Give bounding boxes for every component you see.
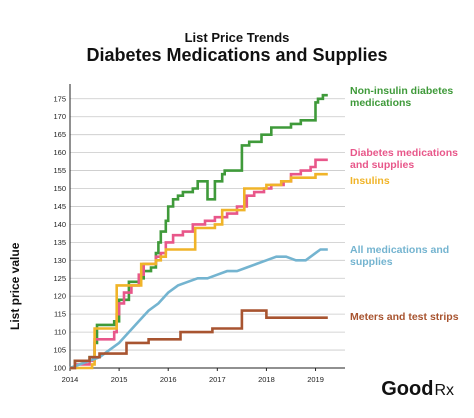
logo-text: Good [381, 378, 434, 400]
y-tick-label: 130 [53, 256, 66, 265]
series-line-4 [70, 309, 328, 370]
y-tick-label: 175 [53, 94, 66, 103]
series-line-3 [69, 248, 328, 370]
series-line-2 [70, 172, 328, 370]
chart-title: List Price Trends [184, 30, 290, 45]
x-tick-label: 2014 [62, 375, 79, 384]
x-tick-label: 2015 [111, 375, 128, 384]
y-tick-label: 170 [53, 112, 66, 121]
y-tick-label: 135 [53, 238, 66, 247]
y-tick-label: 165 [53, 130, 66, 139]
x-tick-label: 2018 [258, 375, 275, 384]
rx-mark: Rx [434, 382, 454, 399]
y-tick-label: 115 [54, 310, 66, 319]
series-line-0 [70, 93, 328, 370]
series-line-1 [70, 158, 328, 370]
y-tick-label: 150 [53, 184, 66, 193]
y-tick-label: 155 [53, 166, 66, 175]
y-tick-label: 125 [53, 274, 66, 283]
x-tick-label: 2017 [209, 375, 226, 384]
series-label-non-insulin: Non-insulin diabetes medications [350, 85, 454, 109]
y-tick-label: 110 [54, 328, 66, 337]
y-tick-label: 145 [53, 202, 66, 211]
y-tick-label: 140 [53, 220, 66, 229]
y-tick-label: 160 [53, 148, 66, 157]
y-tick-label: 105 [53, 346, 66, 355]
series-label-insulins: Insulins [350, 175, 390, 187]
x-tick-label: 2019 [307, 375, 324, 384]
series-label-meters-test-strips: Meters and test strips [350, 311, 459, 323]
chart-subtitle: Diabetes Medications and Supplies [86, 45, 388, 65]
x-tick-label: 2016 [160, 375, 177, 384]
y-tick-label: 120 [53, 292, 66, 301]
series-label-all-meds-supplies: All medications and supplies [350, 244, 450, 268]
y-tick-label: 100 [53, 364, 66, 373]
goodrx-logo: GoodRx [381, 378, 454, 401]
series-label-diabetes-meds-supplies: Diabetes medications and supplies [350, 147, 458, 171]
